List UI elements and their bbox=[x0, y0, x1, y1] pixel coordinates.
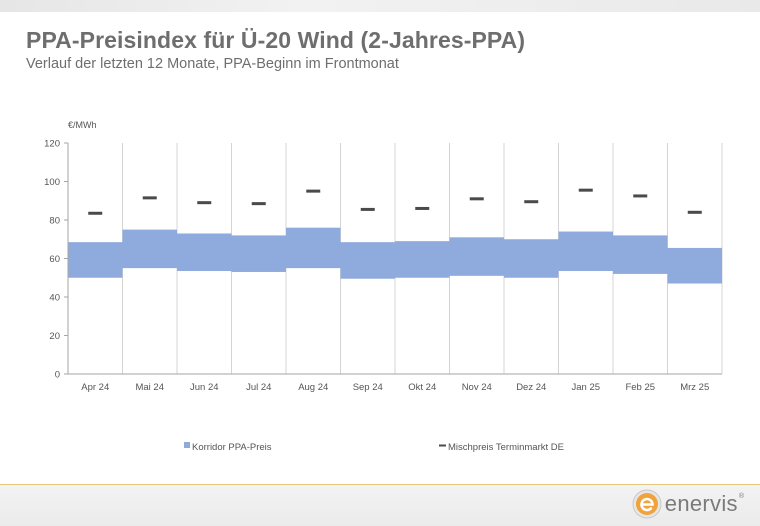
y-tick-label: 120 bbox=[44, 139, 60, 150]
x-tick-label: Jan 25 bbox=[571, 382, 600, 393]
x-tick-label: Sep 24 bbox=[353, 382, 383, 393]
enervis-logo: enervis ® bbox=[632, 487, 744, 521]
market-price-marker bbox=[197, 201, 212, 205]
corridor-bars bbox=[68, 227, 722, 284]
x-tick-label: Dez 24 bbox=[516, 382, 546, 393]
enervis-logo-text: enervis bbox=[664, 491, 738, 516]
market-price-marker bbox=[469, 197, 484, 201]
corridor-bar bbox=[613, 235, 668, 274]
legend-label-market-price: Mischpreis Terminmarkt DE bbox=[448, 442, 564, 453]
market-price-marker bbox=[415, 206, 430, 210]
x-tick-label: Apr 24 bbox=[81, 382, 109, 393]
x-tick-label: Aug 24 bbox=[298, 382, 328, 393]
market-price-marker bbox=[251, 202, 266, 206]
page-title: PPA-Preisindex für Ü-20 Wind (2-Jahres-P… bbox=[26, 27, 526, 53]
market-price-markers bbox=[88, 188, 702, 215]
market-price-marker bbox=[578, 188, 593, 192]
legend-label-corridor: Korridor PPA-Preis bbox=[192, 442, 272, 453]
chart-axes bbox=[64, 142, 722, 375]
legend-swatch-corridor bbox=[184, 442, 190, 448]
page-subtitle: Verlauf der letzten 12 Monate, PPA-Begin… bbox=[26, 56, 399, 72]
x-tick-label: Jun 24 bbox=[190, 382, 219, 393]
market-price-marker bbox=[687, 210, 702, 214]
corridor-bar bbox=[667, 247, 722, 284]
y-tick-label: 0 bbox=[55, 370, 60, 381]
x-tick-label: Okt 24 bbox=[408, 382, 436, 393]
y-tick-label: 80 bbox=[49, 216, 60, 227]
market-price-marker bbox=[360, 207, 375, 211]
y-tick-label: 40 bbox=[49, 293, 60, 304]
y-tick-label: 60 bbox=[49, 254, 60, 265]
ppa-price-chart: €/MWh 0 20 40 60 80 100 120 Apr 24 Mai 24 Jun 24… bbox=[44, 120, 723, 453]
corridor-bar bbox=[558, 231, 613, 272]
y-tick-label: 20 bbox=[49, 331, 60, 342]
top-band bbox=[0, 0, 760, 12]
market-price-marker bbox=[88, 211, 103, 215]
x-tick-label: Feb 25 bbox=[625, 382, 655, 393]
corridor-bar bbox=[68, 242, 123, 278]
x-tick-label: Nov 24 bbox=[462, 382, 492, 393]
market-price-marker bbox=[142, 196, 157, 200]
corridor-bar bbox=[395, 241, 450, 278]
market-price-marker bbox=[306, 189, 321, 193]
corridor-bar bbox=[231, 235, 286, 272]
corridor-bar bbox=[122, 229, 177, 269]
y-tick-labels: 0 20 40 60 80 100 120 bbox=[44, 139, 60, 381]
enervis-logo-icon bbox=[632, 489, 662, 519]
corridor-bar bbox=[449, 237, 504, 276]
chart-legend: Korridor PPA-Preis Mischpreis Terminmark… bbox=[184, 442, 564, 453]
x-tick-label: Mrz 25 bbox=[680, 382, 709, 393]
legend-swatch-market-price bbox=[439, 444, 446, 447]
y-axis-unit-label: €/MWh bbox=[68, 120, 97, 130]
registered-mark: ® bbox=[738, 493, 744, 500]
y-tick-label: 100 bbox=[44, 177, 60, 188]
x-tick-label: Jul 24 bbox=[246, 382, 271, 393]
corridor-bar bbox=[504, 239, 559, 278]
corridor-bar bbox=[340, 242, 395, 279]
corridor-bar bbox=[177, 233, 232, 272]
x-tick-labels: Apr 24 Mai 24 Jun 24 Jul 24 Aug 24 Sep 24 Okt … bbox=[81, 382, 709, 393]
corridor-bar bbox=[286, 227, 341, 269]
x-tick-label: Mai 24 bbox=[135, 382, 164, 393]
market-price-marker bbox=[524, 200, 539, 204]
market-price-marker bbox=[633, 194, 648, 198]
